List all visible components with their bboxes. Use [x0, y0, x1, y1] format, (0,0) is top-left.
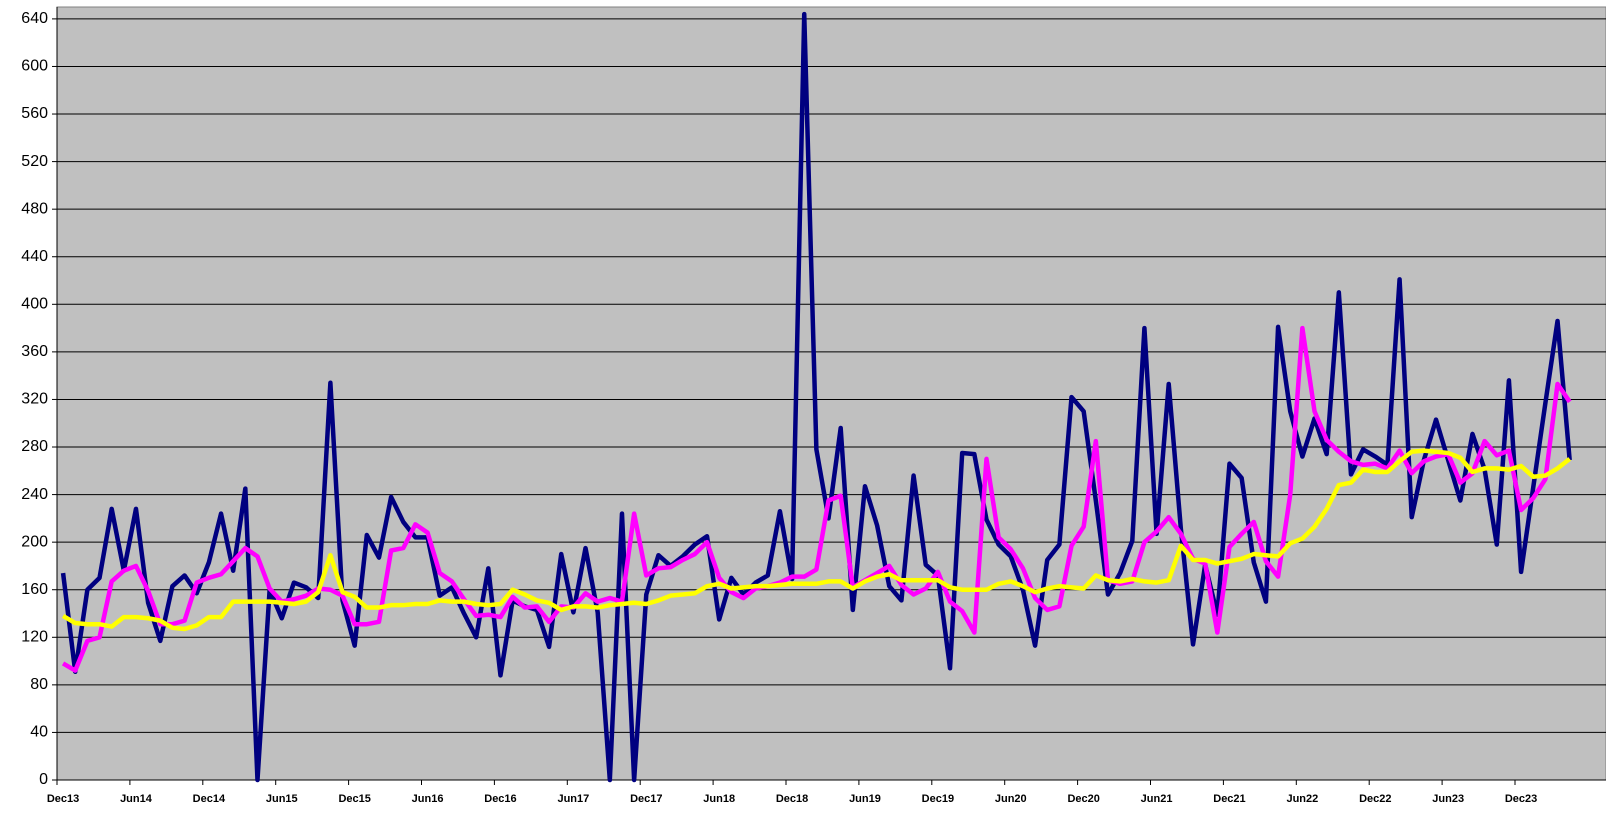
y-tick-label: 160 [21, 581, 48, 598]
x-tick-label: Jun14 [120, 793, 153, 805]
x-tick-label: Jun20 [995, 793, 1027, 805]
x-tick-label: Dec22 [1359, 793, 1391, 805]
y-tick-label: 360 [21, 343, 48, 360]
x-tick-label: Dec17 [630, 793, 662, 805]
series-line [61, 325, 1572, 673]
y-tick-label: 280 [21, 438, 48, 455]
y-tick-label: 400 [21, 296, 48, 313]
y-tick-label: 560 [21, 105, 48, 122]
x-tick-label: Dec15 [338, 793, 370, 805]
y-tick-label: 80 [30, 676, 48, 693]
x-tick-label: Jun17 [557, 793, 589, 805]
series-line [61, 448, 1572, 632]
y-tick-label: 200 [21, 533, 48, 550]
x-tick-label: Jun22 [1286, 793, 1318, 805]
x-tick-label: Jun21 [1141, 793, 1173, 805]
x-tick-label: Dec18 [776, 793, 808, 805]
x-tick-label: Dec16 [484, 793, 516, 805]
y-tick-label: 640 [21, 10, 48, 27]
y-tick-label: 120 [21, 629, 48, 646]
y-tick-label: 240 [21, 486, 48, 503]
y-tick-label: 440 [21, 248, 48, 265]
x-tick-label: Jun15 [266, 793, 298, 805]
x-tick-label: Dec20 [1067, 793, 1099, 805]
plot-area [56, 6, 1606, 781]
x-tick-label: Dec19 [922, 793, 954, 805]
y-tick-label: 520 [21, 153, 48, 170]
x-tick-label: Jun19 [849, 793, 881, 805]
x-tick-label: Jun16 [412, 793, 444, 805]
y-tick-label: 40 [30, 724, 48, 741]
y-tick-label: 320 [21, 391, 48, 408]
x-tick-label: Jun23 [1432, 793, 1464, 805]
x-tick-label: Jun18 [703, 793, 735, 805]
y-tick-label: 480 [21, 200, 48, 217]
y-tick-label: 0 [39, 771, 48, 788]
x-tick-label: Dec14 [193, 793, 226, 805]
y-tick-label: 600 [21, 58, 48, 75]
x-tick-label: Dec21 [1213, 793, 1245, 805]
x-tick-label: Dec23 [1505, 793, 1537, 805]
x-tick-label: Dec13 [47, 793, 79, 805]
